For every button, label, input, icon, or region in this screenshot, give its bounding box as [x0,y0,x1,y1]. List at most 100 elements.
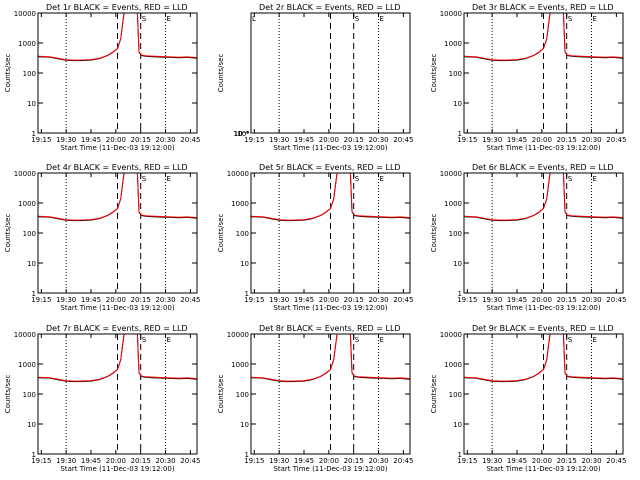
x-tick-label: 20:00 [319,296,339,304]
x-axis-label: Start Time (11-Dec-03 19:12:00) [60,144,174,152]
y-tick-label: 1000 [18,361,36,369]
series-line [37,172,198,221]
panel-det-7: Det 7r BLACK = Events, RED = LLD 1 10 100 10… [4,324,200,473]
x-axis-label: Start Time (11-Dec-03 19:12:00) [60,304,174,312]
y-tick-label: 10000 [440,170,462,178]
y-tick-label: 10⁻⁸ [234,130,250,138]
x-tick-label: 19:30 [269,296,289,304]
x-tick-label: 19:15 [457,296,477,304]
y-tick-label: 1 [32,451,36,459]
x-tick-label: 20:00 [106,457,126,465]
panel-det-5: Det 5r BLACK = Events, RED = LLD 1 10 100 10… [217,163,413,312]
x-tick-label: 20:15 [131,136,151,144]
x-tick-label: 20:15 [344,296,364,304]
panel-det-6: Det 6r BLACK = Events, RED = LLD 1 10 100 10… [430,163,626,312]
event-marker-label: S [568,336,573,344]
x-tick-label: 20:45 [180,457,200,465]
panel-det-4: Det 4r BLACK = Events, RED = LLD 1 10 100 10… [4,163,200,312]
panel-det-3: Det 3r BLACK = Events, RED = LLD 1 10 100 10… [430,3,626,152]
y-tick-label: 100 [23,230,36,238]
plot-frame [250,12,411,134]
y-tick-label: 10 [27,100,36,108]
x-tick-label: 20:30 [155,457,175,465]
series-line [37,333,198,382]
x-tick-label: 20:15 [344,136,364,144]
panel-det-8: Det 8r BLACK = Events, RED = LLD 1 10 100 10… [217,324,413,473]
x-tick-label: 20:15 [557,457,577,465]
y-tick-label: 10000 [440,331,462,339]
panel-title: Det 2r BLACK = Events, RED = LLD [259,3,401,12]
y-tick-label: 1000 [231,200,249,208]
y-tick-label: 1 [458,290,462,298]
panel-det-9: Det 9r BLACK = Events, RED = LLD 1 10 100 10… [430,324,626,473]
x-tick-label: 20:15 [131,457,151,465]
y-tick-label: 10 [453,260,462,268]
series-line [37,12,198,61]
event-marker-label: S [355,336,360,344]
panel-title: Det 5r BLACK = Events, RED = LLD [259,163,401,172]
x-tick-label: 20:00 [532,136,552,144]
x-tick-label: 20:15 [131,296,151,304]
y-tick-label: 10 [27,421,36,429]
x-tick-label: 20:15 [557,136,577,144]
x-tick-label: 19:45 [507,296,527,304]
x-tick-label: 19:30 [56,136,76,144]
event-marker-label: S [568,175,573,183]
y-tick-label: 10000 [14,331,36,339]
y-tick-label: 1 [245,451,249,459]
x-axis-label: Start Time (11-Dec-03 19:12:00) [60,465,174,473]
x-tick-label: 19:45 [81,457,101,465]
x-tick-label: 19:45 [507,136,527,144]
y-tick-label: 10 [240,260,249,268]
series-line [463,172,624,221]
y-tick-label: 10⁻² [234,130,250,138]
y-tick-label: 100 [449,230,462,238]
x-axis-label: Start Time (11-Dec-03 19:12:00) [273,465,387,473]
x-tick-label: 20:00 [106,296,126,304]
y-tick-label: 10⁻⁴ [234,130,250,138]
x-tick-label: 19:30 [482,136,502,144]
series-line [463,333,624,382]
y-tick-label: 100 [449,70,462,78]
x-axis-label: Start Time (11-Dec-03 19:12:00) [273,144,387,152]
y-tick-label: 10 [453,421,462,429]
x-tick-label: 19:30 [269,457,289,465]
x-tick-label: 20:15 [557,296,577,304]
event-marker-label: S [142,175,147,183]
y-axis-label: Counts/sec [4,214,12,253]
y-tick-label: 1000 [18,200,36,208]
y-tick-label: 1 [32,130,36,138]
y-tick-label: 1 [458,130,462,138]
x-axis-label: Start Time (11-Dec-03 19:12:00) [486,304,600,312]
x-tick-label: 20:30 [155,136,175,144]
x-tick-label: 20:45 [393,457,413,465]
y-tick-label: 100 [23,70,36,78]
x-tick-label: 20:45 [180,296,200,304]
x-tick-label: 19:15 [31,457,51,465]
y-tick-label: 1000 [231,361,249,369]
y-axis-label: Counts/sec [430,214,438,253]
y-axis-label: Counts/sec [217,375,225,414]
y-axis-label: Counts/sec [4,375,12,414]
y-axis-label: Counts/sec [430,54,438,93]
x-tick-label: 20:30 [368,136,388,144]
x-tick-label: 20:30 [581,457,601,465]
event-marker-label: E [593,15,597,23]
y-tick-label: 100 [236,391,249,399]
x-axis-label: Start Time (11-Dec-03 19:12:00) [486,465,600,473]
event-marker-label: E [380,336,384,344]
x-tick-label: 19:15 [244,136,264,144]
x-tick-label: 19:30 [482,457,502,465]
x-tick-label: 20:45 [180,136,200,144]
y-tick-label: 10000 [440,10,462,18]
y-tick-label: 100 [449,391,462,399]
x-tick-label: 20:45 [606,296,626,304]
event-marker-label: E [380,15,384,23]
x-tick-label: 19:15 [31,136,51,144]
x-tick-label: 20:00 [532,457,552,465]
panel-title: Det 8r BLACK = Events, RED = LLD [259,324,401,333]
y-tick-label: 10⁰ [237,130,249,138]
x-tick-label: 19:30 [56,457,76,465]
event-marker-label: E [380,175,384,183]
y-axis-label: Counts/sec [217,214,225,253]
